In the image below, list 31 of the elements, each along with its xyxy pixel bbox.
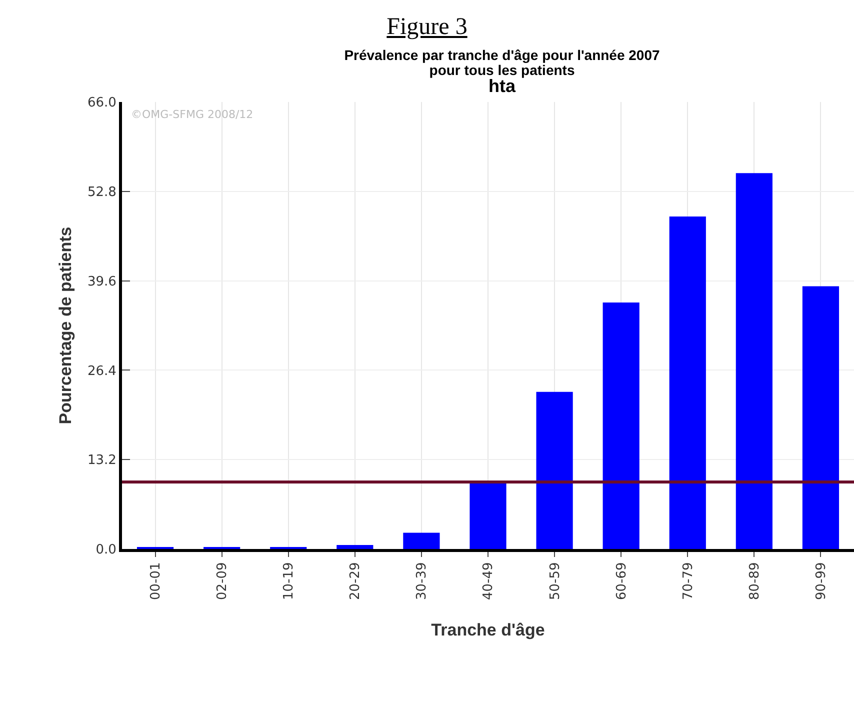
chart-title: Figure 3: [386, 13, 468, 42]
x-tick-label: 80-89: [747, 562, 762, 600]
y-tick-label: 52.8: [87, 184, 116, 200]
y-tick-label: 13.2: [87, 453, 116, 468]
y-tick-label: 39.6: [87, 274, 116, 290]
annotation: ©OMG-SFMG 2008/12: [131, 108, 254, 121]
x-tick-label: 50-59: [548, 562, 563, 600]
y-tick-label: 66.0: [87, 96, 116, 111]
bar: [470, 482, 506, 549]
x-tick-label: 70-79: [680, 562, 696, 600]
x-tick-label: 10-19: [282, 562, 297, 600]
text: hta: [488, 76, 517, 96]
bar: [669, 216, 706, 549]
x-axis-title: Tranche d'âge: [431, 620, 545, 640]
y-tick-label: 0.0: [96, 542, 116, 558]
bar: [536, 392, 573, 549]
y-axis-title: Pourcentage de patients: [56, 226, 75, 424]
x-tick-label: 00-01: [148, 562, 164, 600]
bar: [802, 286, 840, 549]
bar: [736, 173, 772, 549]
bar: [403, 532, 440, 549]
bar: [602, 302, 640, 549]
x-tick-label: 40-49: [481, 562, 496, 600]
chart-subtitle: Prévalence par tranche d'âge pour l'année 2007 pour tous les patients: [343, 47, 661, 78]
y-tick-label: 26.4: [87, 364, 116, 379]
x-tick-label: 20-29: [348, 562, 364, 600]
bar: [336, 544, 374, 549]
x-tick-label: 90-99: [814, 562, 829, 600]
x-tick-label: 30-39: [414, 562, 430, 600]
x-tick-label: 02-09: [215, 562, 230, 600]
x-tick-label: 60-69: [614, 562, 630, 600]
